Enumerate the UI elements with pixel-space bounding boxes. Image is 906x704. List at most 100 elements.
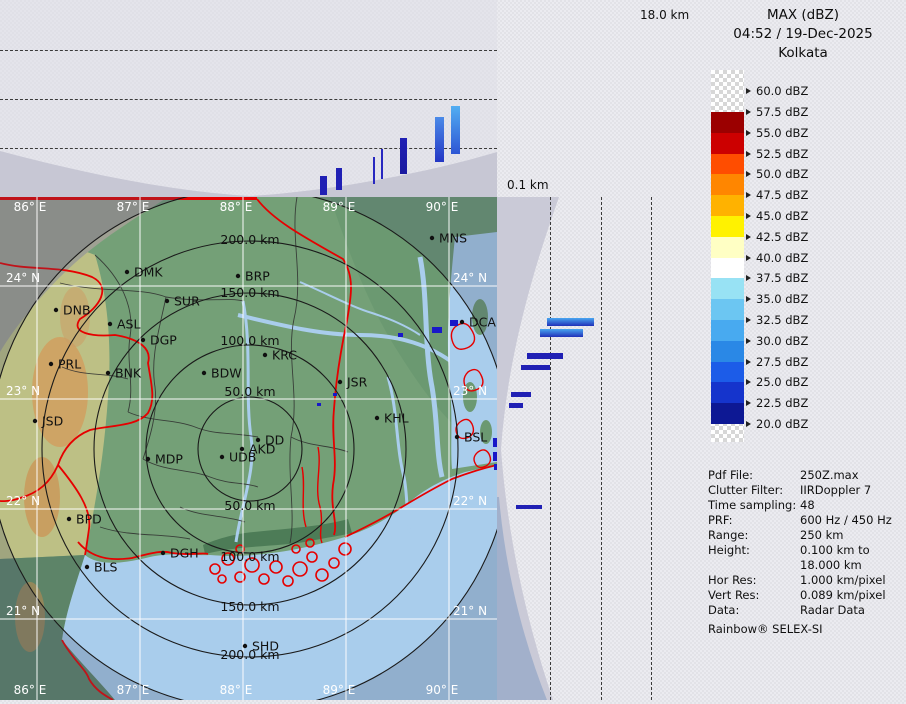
metadata-label: Height:	[708, 543, 800, 558]
scale-tick-arrow-icon	[746, 296, 751, 302]
scale-band	[711, 299, 744, 320]
range-ring-label: 150.0 km	[220, 285, 279, 300]
station-label: JSD	[41, 414, 63, 429]
profile-max-height-label: 18.0 km	[640, 8, 689, 22]
metadata-value: 250Z.max	[800, 468, 859, 483]
graticule-label-longitude: 89° E	[323, 200, 356, 214]
metadata-label: Vert Res:	[708, 588, 800, 603]
metadata-label: Hor Res:	[708, 573, 800, 588]
scale-tick-arrow-icon	[746, 275, 751, 281]
metadata-row: Vert Res:0.089 km/pixel	[708, 588, 906, 603]
range-ring-label: 50.0 km	[224, 384, 275, 399]
scale-label-text: 40.0 dBZ	[756, 251, 808, 265]
scale-band	[711, 237, 744, 258]
range-ring-label: 50.0 km	[224, 498, 275, 513]
legend-color-scale	[711, 70, 744, 442]
station-label: DCA	[469, 315, 496, 330]
scale-tick-arrow-icon	[746, 130, 751, 136]
metadata-value: 48	[800, 498, 815, 513]
scale-label-text: 57.5 dBZ	[756, 105, 808, 119]
height-gridline	[651, 197, 652, 700]
radar-echo	[450, 320, 458, 326]
scale-label: 30.0 dBZ	[746, 333, 808, 349]
profile-echo-bar	[540, 329, 583, 337]
graticule-label-latitude: 24° N	[453, 271, 487, 285]
graticule-label-longitude: 90° E	[426, 683, 459, 697]
profile-echo-bar	[547, 318, 594, 326]
scale-tick-arrow-icon	[746, 151, 751, 157]
scale-label-text: 35.0 dBZ	[756, 292, 808, 306]
station-label: DGH	[170, 546, 199, 561]
radar-echo	[317, 403, 321, 406]
scale-tick-arrow-icon	[746, 421, 751, 427]
graticule-label-latitude: 23° N	[6, 384, 40, 398]
station-label: BPD	[76, 512, 102, 527]
profile-echo-bar	[527, 353, 563, 359]
radar-echo	[493, 438, 497, 447]
scale-label: 42.5 dBZ	[746, 229, 808, 245]
metadata-value: 0.089 km/pixel	[800, 588, 886, 603]
radar-echo	[398, 333, 403, 337]
scale-tick-arrow-icon	[746, 192, 751, 198]
range-ring-label: 150.0 km	[220, 599, 279, 614]
height-gridline	[550, 197, 551, 700]
scale-band	[711, 154, 744, 175]
scale-tick-arrow-icon	[746, 379, 751, 385]
graticule-label-longitude: 87° E	[117, 683, 150, 697]
scale-tick-arrow-icon	[746, 109, 751, 115]
metadata-row: Hor Res:1.000 km/pixel	[708, 573, 906, 588]
metadata-value: IIRDoppler 7	[800, 483, 871, 498]
scale-label: 35.0 dBZ	[746, 291, 808, 307]
scale-band	[711, 133, 744, 154]
station-label: SHD	[252, 639, 279, 654]
scale-label: 40.0 dBZ	[746, 250, 808, 266]
station-label: JSR	[346, 375, 368, 390]
scale-band	[711, 112, 744, 133]
profile-echo-bar	[381, 149, 383, 179]
profile-min-height-label: 0.1 km	[507, 178, 549, 192]
range-ring-label: 200.0 km	[220, 232, 279, 247]
metadata-value: 0.100 km to	[800, 543, 870, 558]
scale-label-text: 50.0 dBZ	[756, 167, 808, 181]
station-label: KRC	[272, 348, 297, 363]
station-label: BSL	[464, 430, 487, 445]
graticule-label-longitude: 88° E	[220, 200, 253, 214]
scale-tick-arrow-icon	[746, 234, 751, 240]
metadata-value: 18.000 km	[800, 558, 862, 573]
graticule-label-latitude: 21° N	[453, 604, 487, 618]
profile-echo-bar	[509, 403, 523, 408]
station-label: DMK	[134, 265, 163, 280]
scale-band	[711, 258, 744, 279]
scale-label: 60.0 dBZ	[746, 83, 808, 99]
scale-tick-arrow-icon	[746, 338, 751, 344]
metadata-row: Time sampling:48	[708, 498, 906, 513]
scale-label: 47.5 dBZ	[746, 187, 808, 203]
metadata-row: 18.000 km	[708, 558, 906, 573]
graticule-label-longitude: 88° E	[220, 683, 253, 697]
scale-label-text: 30.0 dBZ	[756, 334, 808, 348]
radar-display-window: { "header": { "product": "MAX (dBZ)", "d…	[0, 0, 906, 700]
scale-tick-arrow-icon	[746, 400, 751, 406]
metadata-label: PRF:	[708, 513, 800, 528]
radar-map-canvas: 200.0 km150.0 km100.0 km50.0 km50.0 km10…	[0, 197, 497, 700]
scale-band	[711, 195, 744, 216]
metadata-value: 250 km	[800, 528, 843, 543]
scale-band	[711, 341, 744, 362]
radar-echo	[494, 464, 497, 470]
scale-tick-arrow-icon	[746, 213, 751, 219]
scale-band	[711, 216, 744, 237]
profile-panel-right	[497, 197, 700, 700]
scale-label-text: 25.0 dBZ	[756, 375, 808, 389]
scale-band	[711, 278, 744, 299]
station-label: BRP	[245, 269, 270, 284]
metadata-rows: Pdf File:250Z.maxClutter Filter:IIRDoppl…	[708, 468, 906, 618]
metadata-label: Pdf File:	[708, 468, 800, 483]
scale-label-text: 20.0 dBZ	[756, 417, 808, 431]
graticule-label-longitude: 89° E	[323, 683, 356, 697]
scale-label-text: 60.0 dBZ	[756, 84, 808, 98]
scale-tick-arrow-icon	[746, 171, 751, 177]
height-gridline	[0, 99, 497, 100]
station-label: BLS	[94, 560, 118, 575]
station-label: PRL	[58, 357, 81, 372]
range-ring-label: 100.0 km	[220, 549, 279, 564]
